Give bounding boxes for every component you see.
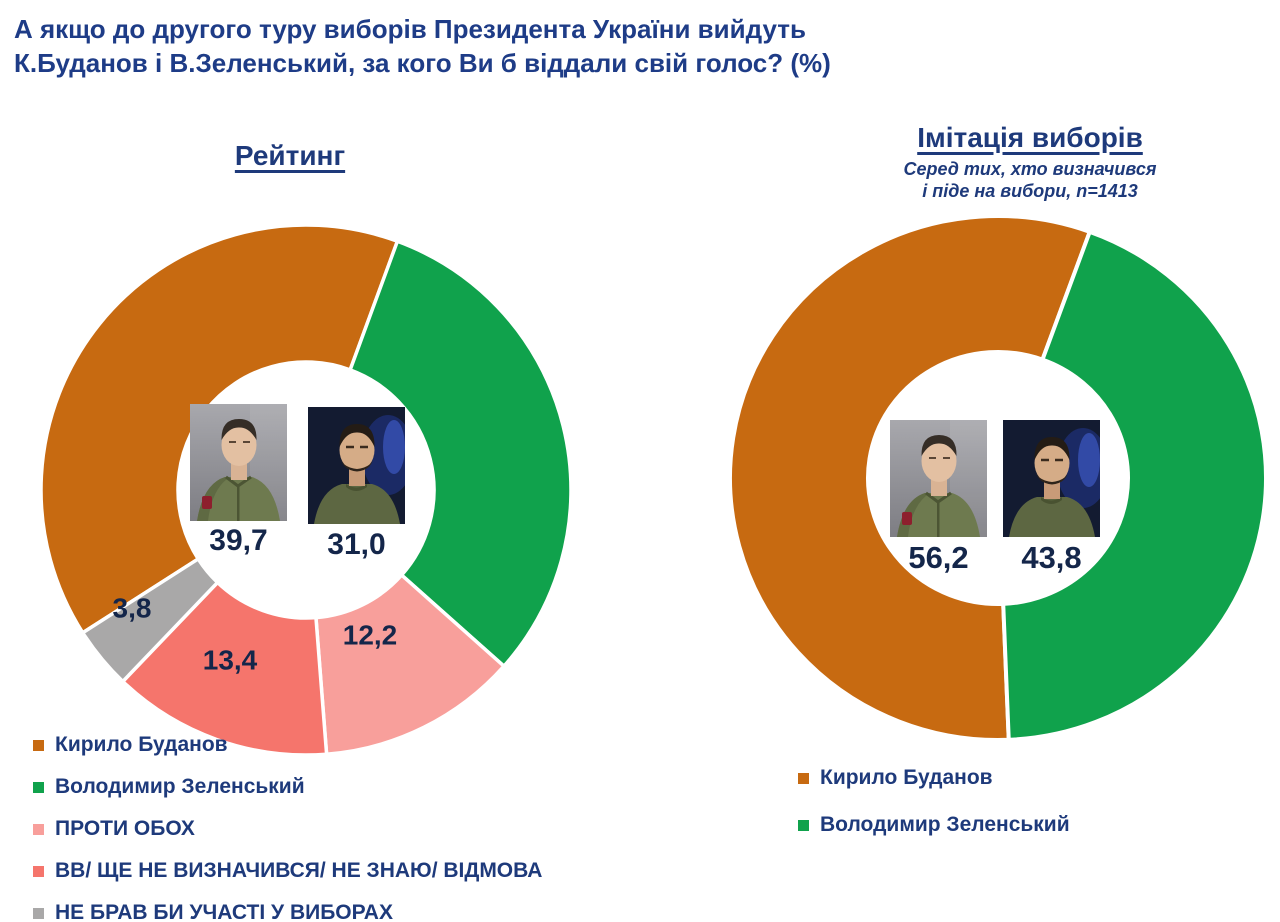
legend-swatch-icon [33, 907, 44, 919]
zelensky-simulation-value: 43,8 [1021, 540, 1082, 575]
legend-item-3: ВВ/ ЩЕ НЕ ВИЗНАЧИВСЯ/ НЕ ЗНАЮ/ ВІДМОВА [33, 858, 542, 884]
budanov-rating-value: 39,7 [209, 524, 268, 557]
legend-swatch-icon [33, 781, 44, 793]
donut-slice-0 [728, 214, 1092, 742]
legend-swatch-icon [33, 823, 44, 835]
zelensky-photo [1003, 420, 1100, 537]
budanov-photo [190, 404, 287, 521]
donut-slice-1 [1001, 229, 1268, 742]
rating-donut-chart: 12,2 13,4 3,8 [39, 223, 573, 757]
legend-label: ВВ/ ЩЕ НЕ ВИЗНАЧИВСЯ/ НЕ ЗНАЮ/ ВІДМОВА [55, 859, 543, 882]
zelensky-photo [308, 407, 405, 524]
legend-swatch-icon [33, 739, 44, 751]
legend-label: Кирило Буданов [820, 766, 993, 789]
question-title-line1: А якщо до другого туру виборів Президент… [14, 14, 806, 44]
legend-label: Кирило Буданов [55, 733, 228, 756]
slice-value-label-2: 12,2 [343, 620, 398, 651]
legend-label: ПРОТИ ОБОХ [55, 817, 195, 840]
donut-slice-4 [81, 557, 220, 684]
rating-legend: Кирило Буданов Володимир Зеленський ПРОТИ … [33, 732, 542, 922]
budanov-simulation-value: 56,2 [908, 540, 969, 575]
donut-slice-0 [39, 223, 400, 635]
simulation-subtitle-line1: Серед тих, хто визначився [903, 159, 1157, 179]
legend-item-2: ПРОТИ ОБОХ [33, 816, 542, 842]
legend-label: Володимир Зеленський [55, 775, 305, 798]
legend-swatch-icon [798, 819, 809, 831]
question-title-line2: К.Буданов і В.Зеленський, за кого Ви б в… [14, 48, 831, 78]
legend-label: Володимир Зеленський [820, 813, 1070, 836]
legend-item-0: Кирило Буданов [798, 764, 1070, 792]
legend-swatch-icon [798, 772, 809, 784]
legend-label: НЕ БРАВ БИ УЧАСТІ У ВИБОРАХ [55, 901, 393, 922]
simulation-chart-subtitle: Серед тих, хто визначився і піде на вибо… [830, 158, 1230, 202]
simulation-donut-chart [728, 214, 1268, 742]
budanov-photo [890, 420, 987, 537]
simulation-subtitle-line2: і піде на вибори, n=1413 [922, 181, 1138, 201]
legend-item-1: Володимир Зеленський [33, 774, 542, 800]
legend-item-0: Кирило Буданов [33, 732, 542, 758]
slice-value-label-3: 13,4 [203, 645, 258, 676]
slice-value-label-4: 3,8 [113, 593, 152, 624]
legend-item-1: Володимир Зеленський [798, 811, 1070, 839]
zelensky-rating-value: 31,0 [327, 528, 386, 561]
simulation-legend: Кирило Буданов Володимир Зеленський [798, 764, 1070, 858]
simulation-chart-title: Імітація виборів [917, 122, 1143, 153]
legend-item-4: НЕ БРАВ БИ УЧАСТІ У ВИБОРАХ [33, 900, 542, 922]
question-title: А якщо до другого туру виборів Президент… [14, 12, 1014, 80]
donut-slice-1 [348, 239, 573, 668]
legend-swatch-icon [33, 865, 44, 877]
donut-slice-3 [121, 580, 329, 757]
rating-chart-title: Рейтинг [234, 140, 346, 171]
